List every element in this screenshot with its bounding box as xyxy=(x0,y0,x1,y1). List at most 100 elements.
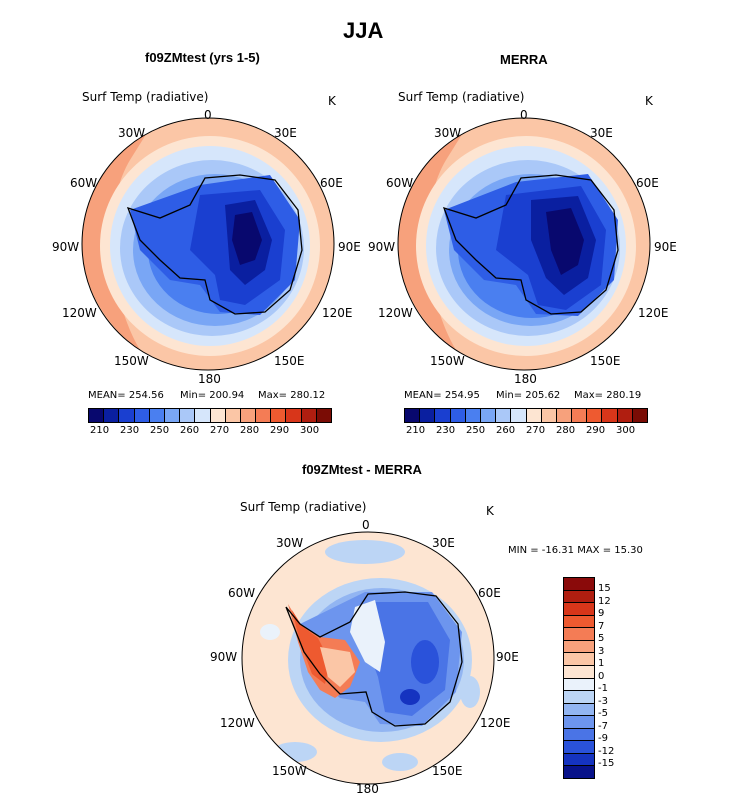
colorbar-swatch xyxy=(225,409,241,422)
colorbar-swatch xyxy=(450,409,466,422)
colorbar-swatch xyxy=(572,409,588,422)
panel-2-lon-150e: 150E xyxy=(590,354,621,368)
colorbar-swatch xyxy=(210,409,226,422)
colorbar-swatch xyxy=(271,409,287,422)
panel-1-lon-0: 0 xyxy=(204,108,212,122)
colorbar-swatch xyxy=(496,409,512,422)
colorbar-swatch xyxy=(587,409,603,422)
colorbar-swatch xyxy=(564,678,594,692)
panel-3-lon-60e: 60E xyxy=(478,586,501,600)
panel-3-lon-60w: 60W xyxy=(228,586,256,600)
colorbar-swatch xyxy=(564,615,594,629)
colorbar-swatch xyxy=(134,409,150,422)
panel-1-title: f09ZMtest (yrs 1-5) xyxy=(145,50,260,65)
panel-3-title: f09ZMtest - MERRA xyxy=(302,462,422,477)
panel-3-lon-150e: 150E xyxy=(432,764,463,778)
panel-1-variable: Surf Temp (radiative) xyxy=(82,90,209,104)
cbar3-tick: -12 xyxy=(598,745,615,757)
cbar3-tick: -3 xyxy=(598,695,608,707)
colorbar-swatch xyxy=(465,409,481,422)
cbar1-tick: 290 xyxy=(270,425,290,436)
panel-2-colorbar-ticks: 210 230 250 260 270 280 290 300 xyxy=(404,425,648,439)
panel-1-polar-map xyxy=(81,117,335,371)
cbar3-tick: 3 xyxy=(598,645,605,657)
colorbar-swatch xyxy=(149,409,165,422)
panel-1-lon-90w: 90W xyxy=(52,240,80,254)
panel-3-lon-180: 180 xyxy=(356,782,379,796)
panel-3-variable: Surf Temp (radiative) xyxy=(240,500,367,514)
cbar2-tick: 280 xyxy=(556,425,576,436)
cbar1-tick: 300 xyxy=(300,425,320,436)
colorbar-swatch xyxy=(564,640,594,654)
cbar2-tick: 230 xyxy=(436,425,456,436)
cbar3-tick: -1 xyxy=(598,683,608,694)
panel-1-lon-180: 180 xyxy=(198,372,221,386)
panel-2-polar-map xyxy=(397,117,651,371)
colorbar-swatch xyxy=(564,741,594,754)
cbar2-tick: 270 xyxy=(526,425,546,436)
panel-1-min: Min= 200.94 xyxy=(180,390,245,401)
colorbar-swatch xyxy=(617,409,633,422)
colorbar-swatch xyxy=(564,703,594,717)
colorbar-swatch xyxy=(405,409,421,422)
colorbar-swatch xyxy=(240,409,257,422)
panel-3-units: K xyxy=(486,504,494,518)
panel-1-lon-120w: 120W xyxy=(62,306,97,320)
panel-2-lon-90w: 90W xyxy=(368,240,396,254)
colorbar-swatch xyxy=(420,409,436,422)
panel-2-lon-90e: 90E xyxy=(654,240,677,254)
colorbar-swatch xyxy=(480,409,497,422)
cbar1-tick: 270 xyxy=(210,425,230,436)
colorbar-swatch xyxy=(435,409,451,422)
panel-3-lon-30w: 30W xyxy=(276,536,304,550)
cbar1-tick: 250 xyxy=(150,425,170,436)
panel-2-units: K xyxy=(645,94,653,108)
panel-2-max: Max= 280.19 xyxy=(574,390,642,401)
panel-1-lon-30e: 30E xyxy=(274,126,297,140)
cbar3-tick: 9 xyxy=(598,608,605,619)
cbar3-tick: -15 xyxy=(598,758,615,769)
panel-3-lon-0: 0 xyxy=(362,518,370,532)
cbar3-tick: 15 xyxy=(598,583,611,594)
cbar2-tick: 210 xyxy=(406,425,426,436)
panel-3-colorbar-ticks: 15 12 9 7 5 3 1 0 -1 -3 -5 -7 -9 -12 -15 xyxy=(598,583,638,783)
colorbar-swatch xyxy=(564,753,594,767)
colorbar-swatch xyxy=(602,409,618,422)
panel-1-lon-120e: 120E xyxy=(322,306,353,320)
panel-1-lon-60w: 60W xyxy=(70,176,98,190)
panel-2-mean: MEAN= 254.95 xyxy=(404,390,480,401)
colorbar-swatch xyxy=(564,603,594,616)
colorbar-swatch xyxy=(632,409,647,422)
figure-title: JJA xyxy=(343,18,384,43)
panel-3-minmax: MIN = -16.31 MAX = 15.30 xyxy=(508,545,643,556)
panel-1-lon-150e: 150E xyxy=(274,354,305,368)
panel-2-lon-120e: 120E xyxy=(638,306,669,320)
colorbar-swatch xyxy=(564,728,594,742)
panel-3-colorbar xyxy=(563,577,595,779)
panel-3-lon-120e: 120E xyxy=(480,716,511,730)
cbar2-tick: 260 xyxy=(496,425,516,436)
colorbar-swatch xyxy=(89,409,105,422)
colorbar-swatch xyxy=(564,590,594,604)
cbar1-tick: 230 xyxy=(120,425,140,436)
cbar3-tick: 1 xyxy=(598,658,605,669)
panel-2-colorbar xyxy=(404,408,648,423)
colorbar-swatch xyxy=(511,409,527,422)
colorbar-swatch xyxy=(104,409,120,422)
panel-2-lon-180: 180 xyxy=(514,372,537,386)
panel-2-lon-30e: 30E xyxy=(590,126,613,140)
cbar1-tick: 260 xyxy=(180,425,200,436)
panel-3-lon-30e: 30E xyxy=(432,536,455,550)
panel-2-lon-150w: 150W xyxy=(430,354,465,368)
cbar2-tick: 290 xyxy=(586,425,606,436)
colorbar-swatch xyxy=(286,409,302,422)
cbar3-tick: 12 xyxy=(598,595,611,607)
panel-3-lon-120w: 120W xyxy=(220,716,255,730)
panel-3-lon-90w: 90W xyxy=(210,650,238,664)
colorbar-swatch xyxy=(180,409,196,422)
colorbar-swatch xyxy=(564,691,594,704)
panel-2-lon-0: 0 xyxy=(520,108,528,122)
panel-3-lon-150w: 150W xyxy=(272,764,307,778)
colorbar-swatch xyxy=(564,665,594,679)
panel-1-colorbar-ticks: 210 230 250 260 270 280 290 300 xyxy=(88,425,332,439)
